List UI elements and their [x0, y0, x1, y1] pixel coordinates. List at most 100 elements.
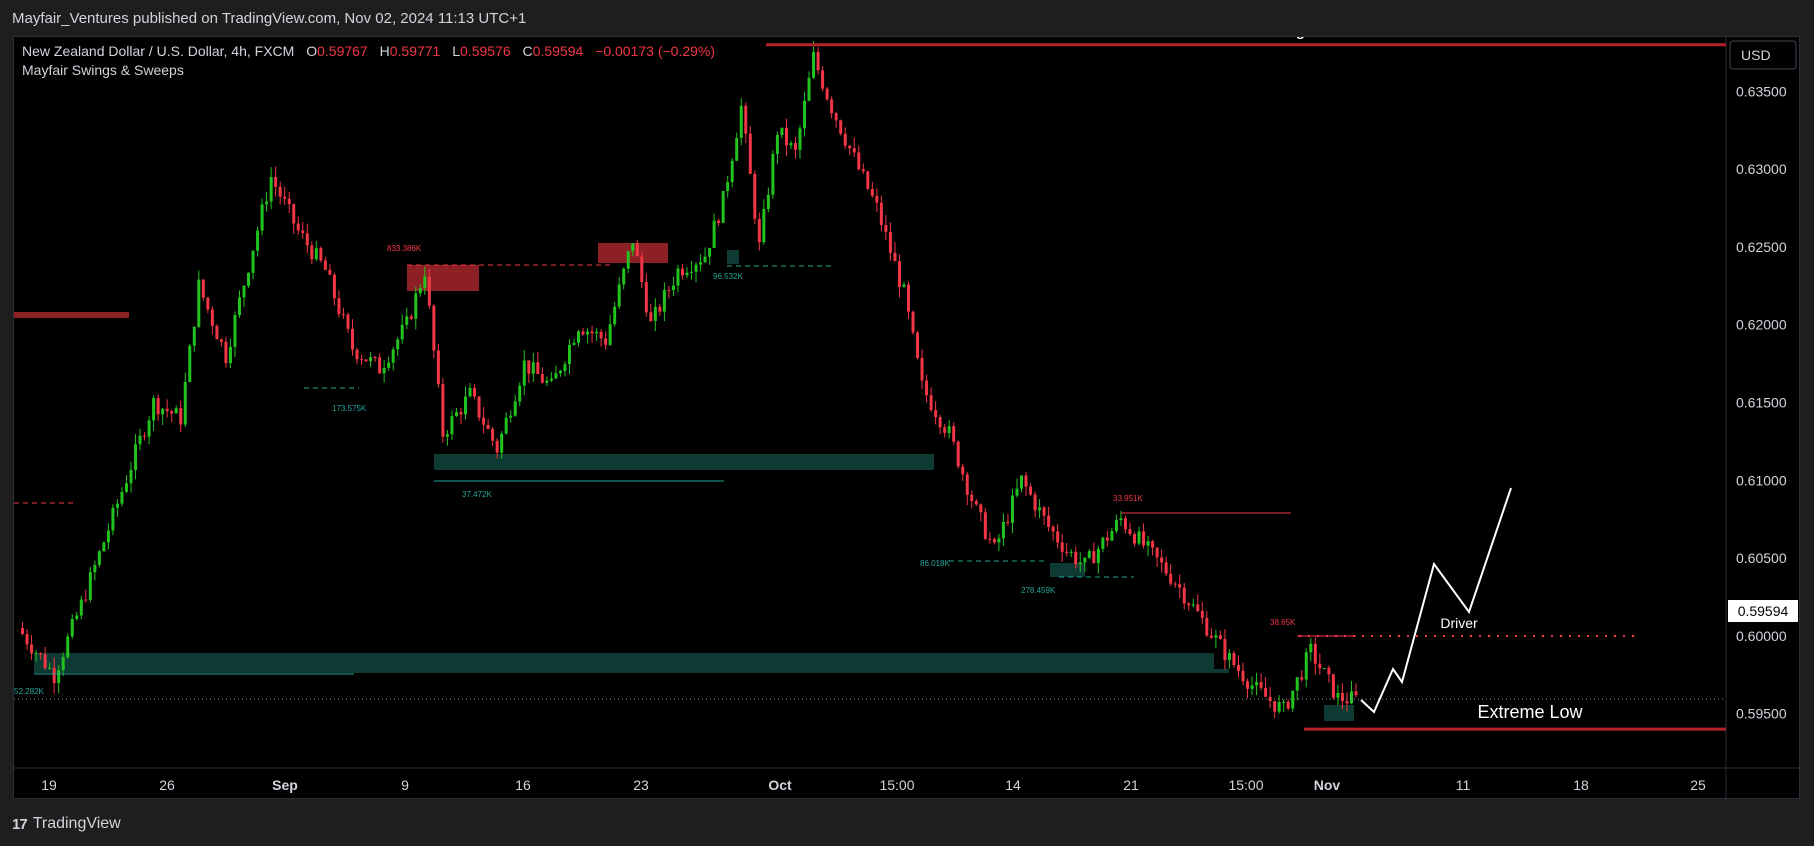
candle-body: [916, 332, 920, 359]
candle-body: [459, 412, 463, 415]
candle-body: [120, 491, 124, 504]
candle-body: [961, 466, 965, 475]
candle-body: [744, 105, 748, 134]
candle-body: [1196, 604, 1200, 612]
indicator-name[interactable]: Mayfair Swings & Sweeps: [22, 62, 184, 78]
candle-body: [1354, 691, 1358, 696]
candle-body: [1015, 488, 1019, 496]
candle-body: [464, 396, 468, 415]
time-axis[interactable]: 19 26 Sep 9 16 23 Oct 15:00 14 21 15:00 Nov 11 18 25: [41, 777, 1706, 793]
candle-body: [156, 398, 160, 415]
candle-body: [102, 542, 106, 552]
candle-body: [106, 530, 110, 543]
candle-body: [1304, 652, 1308, 680]
time-tick-label: 16: [515, 777, 531, 793]
demand-zone: [34, 653, 1214, 669]
candle-body: [66, 636, 70, 658]
candle-body: [1123, 518, 1127, 530]
candle-body: [301, 230, 305, 234]
candle-body: [495, 440, 499, 453]
candle-body: [757, 218, 761, 243]
current-price-label: 0.59594: [1738, 603, 1789, 619]
volume-label: 37.472K: [462, 490, 492, 499]
candle-body: [1142, 531, 1146, 546]
candle-body: [965, 474, 969, 495]
candle-body: [943, 427, 947, 433]
candle-body: [586, 331, 590, 335]
candle-body: [396, 339, 400, 350]
candle-body: [1110, 531, 1114, 541]
candle-body: [237, 297, 241, 316]
candle-body: [215, 325, 219, 340]
candle-body: [206, 297, 210, 310]
candle-body: [57, 670, 61, 684]
candle-body: [577, 331, 581, 343]
candle-body: [351, 328, 354, 350]
current-price-badge: [1728, 600, 1798, 622]
candle-body: [1105, 537, 1109, 541]
candle-body: [138, 435, 142, 445]
legend-symbol: New Zealand Dollar / U.S. Dollar, 4h, FX…: [22, 43, 294, 59]
candle-body: [269, 177, 273, 202]
candle-body: [631, 243, 635, 252]
candle-body: [595, 331, 599, 334]
price-tick-label: 0.59500: [1736, 706, 1787, 722]
candle-body: [1318, 663, 1322, 669]
candle-body: [830, 99, 834, 114]
candle-body: [784, 127, 788, 146]
demand-zone: [1324, 705, 1354, 721]
candle-body: [902, 284, 906, 287]
volume-label: 38.65K: [1270, 618, 1296, 627]
volume-label: 278.459K: [1021, 586, 1056, 595]
candle-body: [866, 171, 870, 189]
candle-body: [1056, 531, 1060, 543]
candle-body: [992, 539, 996, 543]
candle-body: [816, 51, 820, 71]
candle-body: [644, 282, 648, 313]
candle-body: [1001, 522, 1005, 539]
candle-body: [807, 77, 811, 101]
candle-body: [617, 284, 621, 307]
candle-body: [513, 401, 517, 416]
legend-close-label: C: [523, 43, 533, 59]
projection-path: [1360, 487, 1512, 714]
volume-label: 33.951K: [1113, 494, 1143, 503]
candle-body: [1006, 522, 1010, 524]
candle-body: [694, 264, 698, 272]
candle-body: [793, 142, 797, 150]
candle-body: [500, 433, 504, 453]
candle-body: [708, 247, 712, 257]
candle-body: [721, 191, 725, 223]
candle-body: [911, 311, 915, 333]
price-axis[interactable]: 0.63500 0.63000 0.62500 0.62000 0.61500 0.610…: [1736, 83, 1787, 721]
demand-zone-edge: [34, 669, 1229, 673]
candle-body: [382, 367, 386, 374]
candle-body: [545, 380, 549, 383]
time-tick-label: 14: [1005, 777, 1021, 793]
candle-body: [1010, 495, 1014, 523]
candle-body: [247, 272, 251, 286]
candle-body: [115, 503, 119, 508]
candle-body: [1033, 494, 1037, 511]
candle-body: [1336, 692, 1340, 698]
candle-body: [925, 380, 929, 396]
chart-frame[interactable]: Extreme High Extreme Low Driver 833.386K 173…: [13, 19, 1801, 800]
candle-body: [1173, 583, 1177, 585]
legend-change: −0.00173 (−0.29%): [595, 43, 715, 59]
candle-body: [174, 408, 178, 414]
candle-body: [414, 293, 418, 319]
footer-brand[interactable]: 17 TradingView: [12, 815, 121, 833]
candle-body: [1047, 515, 1051, 527]
candle-body: [812, 51, 816, 78]
candle-body: [1038, 507, 1042, 511]
candles-layer: [21, 41, 1358, 718]
price-chart[interactable]: Extreme High Extreme Low Driver 833.386K 173…: [14, 19, 1801, 800]
candle-body: [1340, 692, 1344, 702]
candle-body: [192, 326, 196, 346]
candle-body: [441, 384, 445, 437]
currency-button[interactable]: [1729, 40, 1797, 70]
candle-body: [93, 564, 97, 573]
candle-body: [1060, 542, 1064, 552]
candle-body: [567, 344, 571, 365]
candle-body: [504, 417, 508, 434]
